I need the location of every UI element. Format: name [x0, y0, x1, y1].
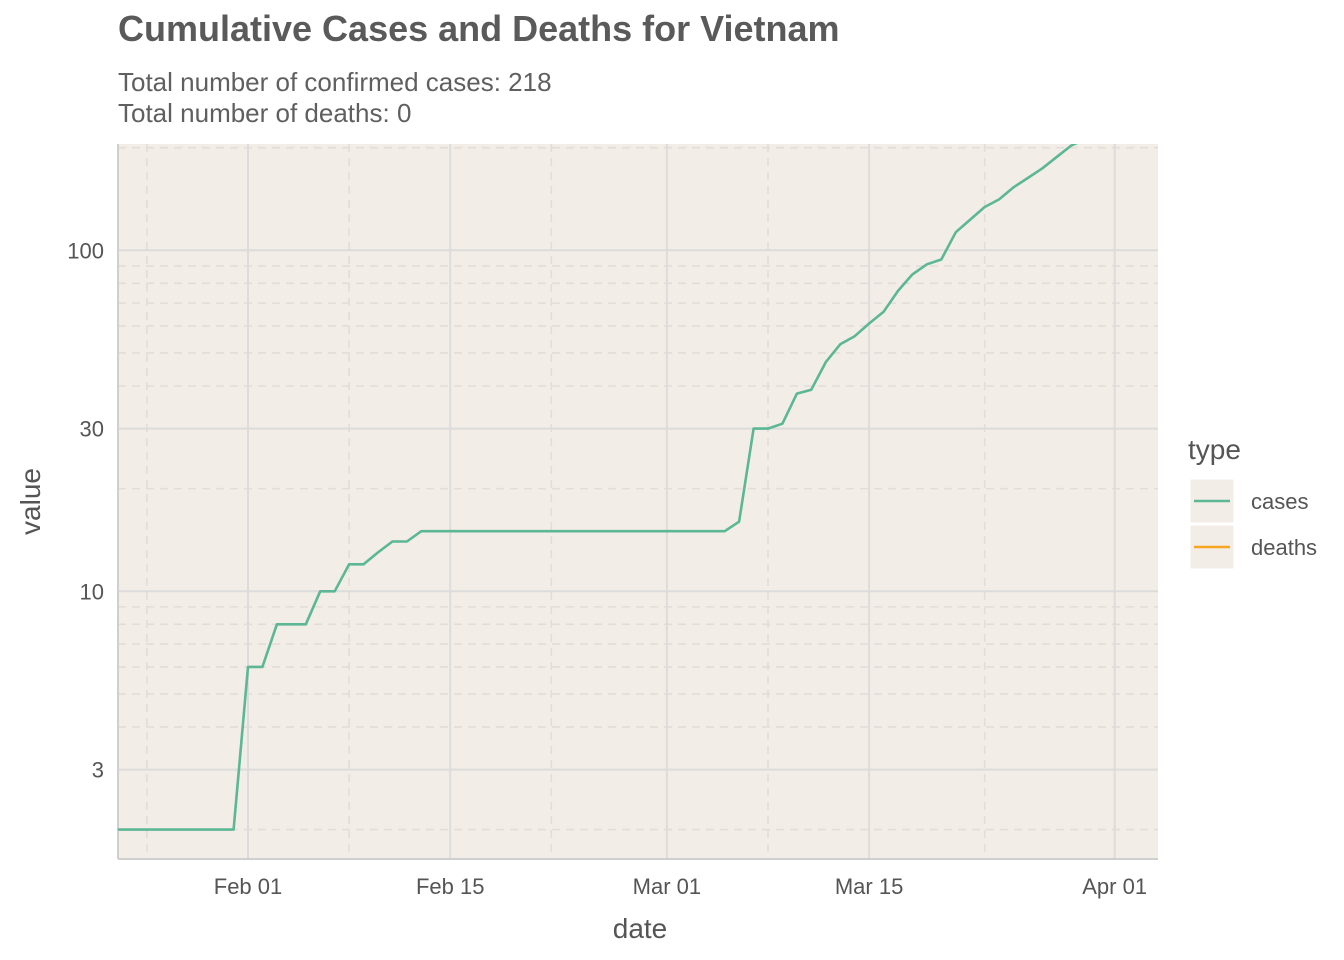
x-tick-label: Feb 01: [214, 874, 283, 899]
y-axis-title: value: [15, 468, 46, 535]
y-tick-label: 30: [80, 417, 104, 442]
chart-subtitle-deaths: Total number of deaths: 0: [118, 98, 412, 128]
x-tick-label: Mar 01: [633, 874, 701, 899]
y-tick-label: 100: [67, 238, 104, 263]
x-tick-label: Apr 01: [1082, 874, 1147, 899]
x-axis-title: date: [613, 913, 668, 944]
x-tick-label: Feb 15: [416, 874, 485, 899]
legend-label-cases: cases: [1251, 489, 1308, 514]
legend-title: type: [1188, 434, 1241, 465]
chart-title: Cumulative Cases and Deaths for Vietnam: [118, 8, 840, 49]
y-tick-label: 3: [92, 758, 104, 783]
chart-subtitle-cases: Total number of confirmed cases: 218: [118, 67, 552, 97]
series-line-cases: [118, 144, 1078, 831]
legend-label-deaths: deaths: [1251, 535, 1317, 560]
x-tick-label: Mar 15: [835, 874, 903, 899]
y-tick-label: 10: [80, 579, 104, 604]
